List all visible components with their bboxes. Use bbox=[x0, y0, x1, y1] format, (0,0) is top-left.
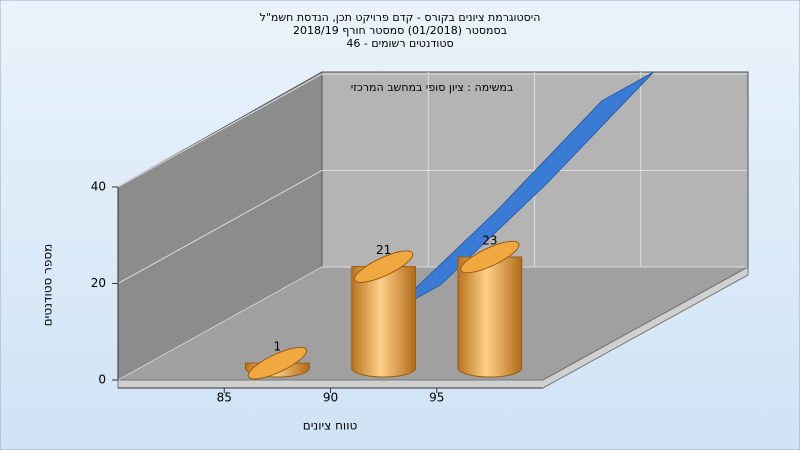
bar bbox=[245, 346, 310, 380]
chart-subtitle: סטודנטים רשומים - 46 bbox=[346, 37, 453, 50]
data-label: 1 bbox=[274, 340, 282, 354]
y-tick-label: 20 bbox=[91, 276, 106, 290]
bar bbox=[457, 240, 523, 378]
chart-subtitle: בסמסטר (01/2018) סמסטר חורף 2018/19 bbox=[293, 24, 507, 37]
bar-part bbox=[353, 250, 414, 283]
bar-part bbox=[457, 256, 523, 378]
y-tick-label: 40 bbox=[91, 180, 106, 194]
x-axis-label: טווח ציונים bbox=[303, 419, 358, 433]
bar-part bbox=[247, 346, 308, 380]
bar bbox=[351, 250, 416, 378]
trend-ribbon bbox=[389, 72, 654, 314]
x-tick-label: 85 bbox=[217, 391, 232, 405]
chart-title: היסטוגרמת ציונים בקורס - קדם פרויקט תכן,… bbox=[260, 11, 541, 24]
y-axis-label: מספר סטודנטים bbox=[41, 244, 55, 327]
grid-line bbox=[117, 73, 747, 188]
y-tick-label: 0 bbox=[98, 373, 106, 387]
bar-part bbox=[351, 266, 416, 378]
annotation: במשימה : ציון סופי במחשב המרכזי bbox=[351, 81, 514, 94]
data-label: 21 bbox=[376, 243, 391, 257]
grid-line bbox=[117, 170, 747, 284]
x-tick-label: 90 bbox=[323, 391, 338, 405]
grid-line bbox=[117, 266, 747, 381]
x-tick-label: 95 bbox=[429, 391, 444, 405]
bar-part bbox=[460, 240, 520, 274]
data-label: 23 bbox=[482, 234, 497, 248]
